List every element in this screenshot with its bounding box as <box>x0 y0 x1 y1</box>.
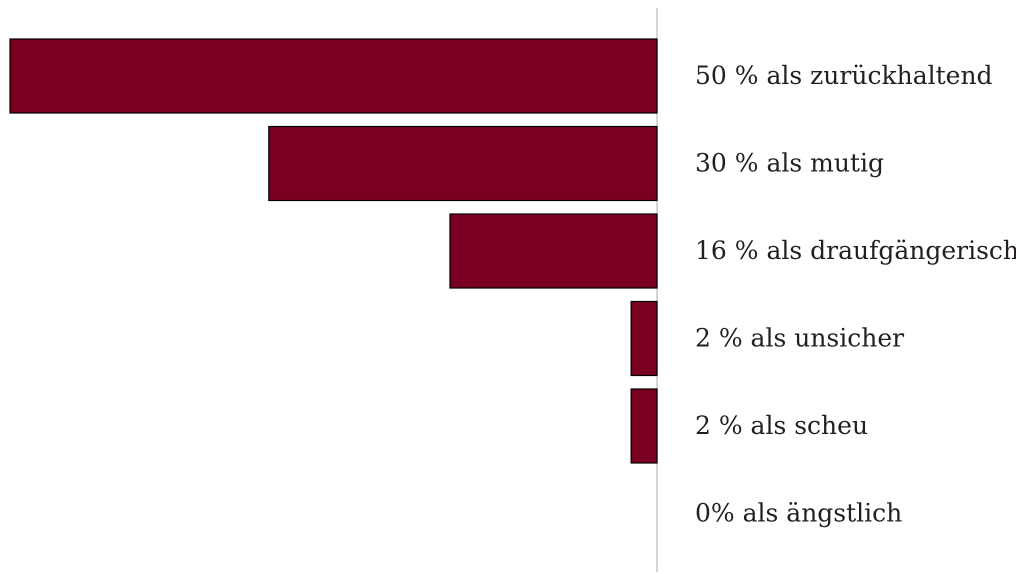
category-label-0: 50 % als zurückhaltend <box>695 61 993 90</box>
category-label-3: 2 % als unsicher <box>695 324 904 353</box>
bar-0 <box>9 38 658 114</box>
bar-1 <box>268 125 658 202</box>
category-labels-group: 50 % als zurückhaltend 30 % als mutig 16 %… <box>695 61 1016 528</box>
category-label-5: 0% als ängstlich <box>695 499 902 528</box>
bar-4 <box>630 388 658 464</box>
category-label-2: 16 % als draufgängerisch <box>695 236 1016 265</box>
bar-3 <box>630 300 658 377</box>
category-label-1: 30 % als mutig <box>695 149 884 178</box>
bar-2 <box>449 213 658 289</box>
category-label-4: 2 % als scheu <box>695 411 868 440</box>
bars-group <box>9 38 658 464</box>
